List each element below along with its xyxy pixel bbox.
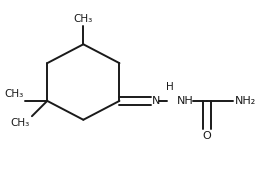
Text: CH₃: CH₃ (4, 89, 23, 99)
Text: CH₃: CH₃ (11, 118, 30, 128)
Text: H: H (166, 82, 174, 92)
Text: N: N (152, 96, 161, 106)
Text: O: O (202, 131, 211, 141)
Text: CH₃: CH₃ (74, 14, 93, 24)
Text: NH: NH (177, 96, 194, 106)
Text: NH₂: NH₂ (235, 96, 256, 106)
